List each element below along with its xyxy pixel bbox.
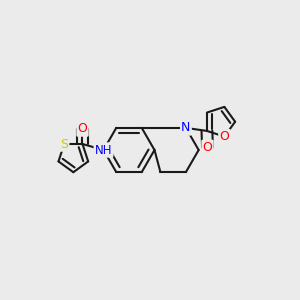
Text: N: N: [181, 122, 190, 134]
Text: O: O: [202, 141, 212, 154]
Text: NH: NH: [95, 143, 112, 157]
Text: O: O: [78, 122, 87, 136]
Text: O: O: [219, 130, 229, 143]
Text: S: S: [60, 137, 68, 151]
